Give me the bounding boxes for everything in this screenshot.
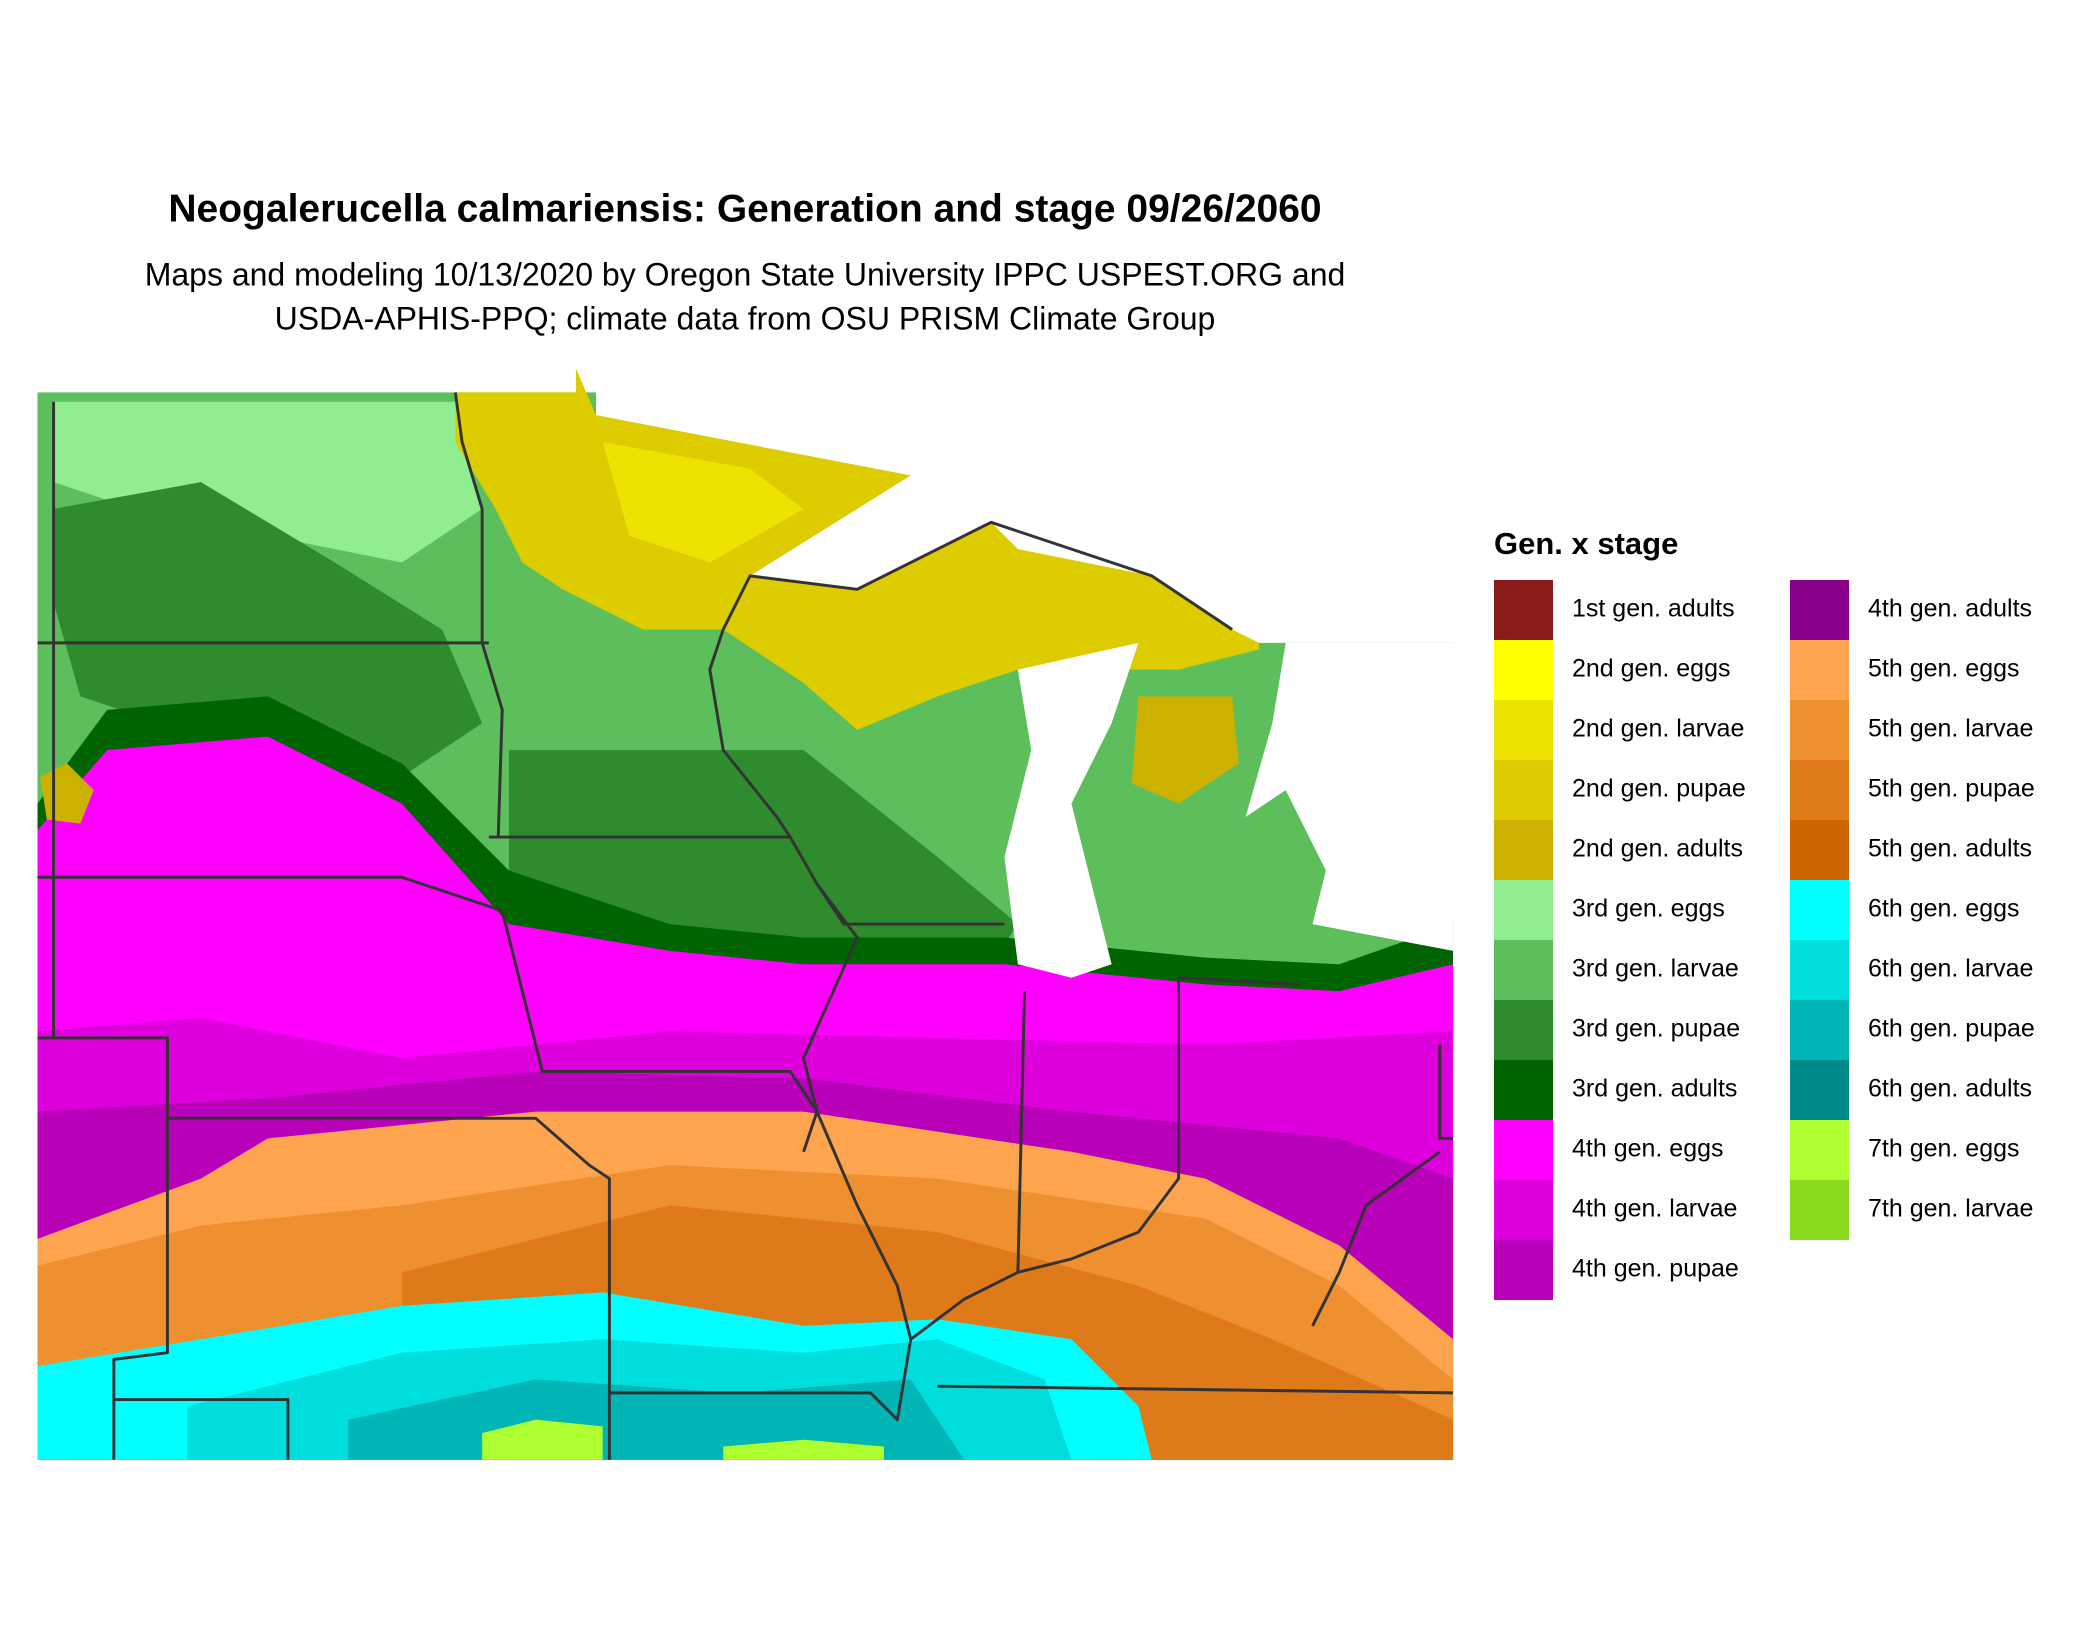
legend-label: 5th gen. pupae	[1868, 775, 2035, 803]
legend-swatch	[1494, 700, 1553, 760]
lake-michigan	[1004, 642, 1139, 978]
state-border	[802, 883, 913, 1340]
legend-swatch	[1494, 1060, 1553, 1120]
legend-label: 4th gen. adults	[1868, 595, 2032, 623]
state-border	[113, 1398, 290, 1460]
legend-swatch	[1790, 1000, 1849, 1060]
legend: 1st gen. adults 2nd gen. eggs 2nd gen. lar…	[1494, 580, 2035, 1300]
legend-swatch	[1494, 940, 1553, 1000]
lake-huron	[1245, 642, 1454, 951]
legend-label: 2nd gen. adults	[1572, 835, 1743, 863]
state-borders	[37, 392, 1454, 1460]
legend-swatch	[1790, 820, 1849, 880]
legend-swatch	[1494, 760, 1553, 820]
legend-label: 6th gen. adults	[1868, 1075, 2032, 1103]
legend-swatch	[1494, 1240, 1553, 1300]
legend-swatch	[1494, 1000, 1553, 1060]
legend-label: 5th gen. eggs	[1868, 655, 2020, 683]
state-border	[937, 1384, 1454, 1395]
map-subtitle: Maps and modeling 10/13/2020 by Oregon S…	[145, 256, 1346, 292]
legend-swatch	[1494, 820, 1553, 880]
state-border	[721, 520, 1233, 631]
legend-label: 4th gen. eggs	[1572, 1135, 1724, 1163]
legend-label: 2nd gen. pupae	[1572, 775, 1746, 803]
state-border	[500, 910, 819, 1153]
legend-label: 2nd gen. larvae	[1572, 715, 1744, 743]
state-border	[112, 1118, 169, 1460]
legend-label: 3rd gen. eggs	[1572, 895, 1725, 923]
legend-label: 3rd gen. larvae	[1572, 955, 1739, 983]
legend-swatch	[1790, 940, 1849, 1000]
state-border	[37, 1036, 611, 1460]
legend-swatch	[1790, 1180, 1849, 1240]
state-border	[1178, 976, 1300, 986]
legend-swatch	[1790, 580, 1849, 640]
legend-label: 3rd gen. adults	[1572, 1075, 1737, 1103]
region	[1131, 696, 1239, 804]
legend-label: 7th gen. larvae	[1868, 1195, 2033, 1223]
state-border	[708, 629, 792, 838]
state-border	[1438, 1044, 1454, 1140]
legend-label: 5th gen. adults	[1868, 835, 2032, 863]
legend-swatch	[1790, 640, 1849, 700]
legend-title: Gen. x stage	[1494, 526, 1678, 561]
state-border	[1311, 1150, 1441, 1327]
legend-swatch	[1790, 700, 1849, 760]
legend-swatch	[1790, 880, 1849, 940]
legend-swatch	[1790, 1120, 1849, 1180]
legend-label: 5th gen. larvae	[1868, 715, 2033, 743]
legend-swatch	[1494, 580, 1553, 640]
lake-superior	[595, 368, 1454, 643]
legend-swatch	[1494, 1120, 1553, 1180]
legend-label: 6th gen. larvae	[1868, 955, 2033, 983]
legend-swatch	[1494, 880, 1553, 940]
map-title: Neogalerucella calmariensis: Generation …	[168, 187, 1321, 230]
state-border	[1017, 977, 1181, 1274]
legend-label: 7th gen. eggs	[1868, 1135, 2020, 1163]
legend-label: 2nd gen. eggs	[1572, 655, 1730, 683]
region	[508, 750, 1018, 965]
legend-swatch	[1790, 760, 1849, 820]
legend-label: 3rd gen. pupae	[1572, 1015, 1740, 1043]
legend-swatch	[1494, 1180, 1553, 1240]
legend-label: 4th gen. pupae	[1572, 1255, 1739, 1283]
region	[723, 1439, 884, 1460]
region	[53, 401, 483, 563]
legend-label: 6th gen. eggs	[1868, 895, 2020, 923]
region	[602, 441, 804, 563]
legend-swatch	[1790, 1060, 1849, 1120]
state-border	[37, 875, 503, 913]
region	[482, 1419, 603, 1460]
legend-label: 1st gen. adults	[1572, 595, 1735, 623]
state-border	[453, 392, 504, 838]
region	[53, 482, 483, 777]
legend-label: 4th gen. larvae	[1572, 1195, 1737, 1223]
map	[37, 368, 1454, 1460]
map-subtitle: USDA-APHIS-PPQ; climate data from OSU PR…	[275, 300, 1216, 336]
legend-swatch	[1494, 640, 1553, 700]
legend-label: 6th gen. pupae	[1868, 1015, 2035, 1043]
